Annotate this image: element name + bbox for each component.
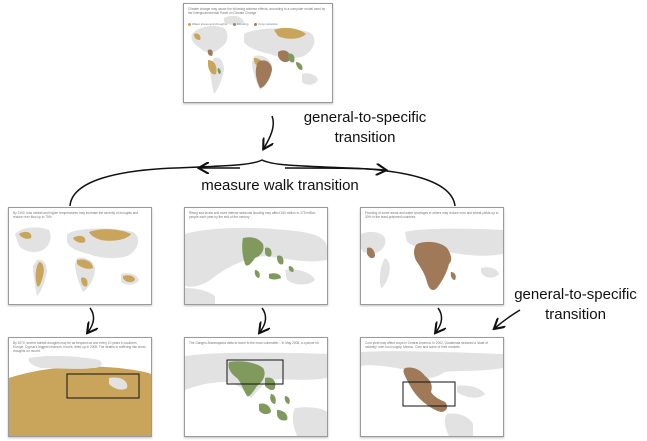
flooding-map	[185, 227, 327, 304]
legend-item-water-stress: Water stress and droughts	[188, 22, 227, 26]
top-transition-line-2: transition	[334, 129, 396, 146]
crops-panel: Flooding of some areas and water shortag…	[360, 207, 504, 305]
down-arrow-middle	[260, 307, 266, 332]
down-arrow-right	[436, 307, 442, 332]
top-transition-label: general-to-specific transition	[285, 108, 445, 148]
crops-map	[361, 228, 503, 290]
legend-item-crop-reduction: Crop reduction	[254, 22, 278, 26]
right-transition-line-1: general-to-specific	[514, 286, 637, 303]
brace-arrow-right	[284, 168, 385, 170]
flood-detail-map	[185, 352, 327, 436]
right-transition-line-2: transition	[545, 306, 606, 323]
flooding-panel: Rising sea levels and more intense seaso…	[184, 207, 328, 305]
top-arrow	[264, 115, 275, 148]
right-transition-label: general-to-specific transition	[504, 285, 647, 325]
droughts-caption: By 2100, less rainfall and higher temper…	[13, 211, 139, 219]
crop-detail-map	[361, 351, 503, 436]
overview-map	[191, 15, 318, 94]
drought-detail-focus-box	[66, 373, 140, 399]
down-arrow-left	[88, 307, 94, 332]
overview-legend: Water stress and droughts Flooding Crop …	[188, 22, 283, 26]
drought-detail-panel: By 2070, severe rainfall droughts may be…	[8, 337, 152, 437]
crop-detail-caption: Corn yield may affect crops in Central A…	[365, 341, 488, 349]
middle-transition-label: measure walk transition	[201, 177, 359, 194]
droughts-panel: By 2100, less rainfall and higher temper…	[8, 207, 152, 305]
drought-detail-caption: By 2070, severe rainfall droughts may be…	[13, 341, 146, 353]
legend-item-flooding: Flooding	[232, 22, 248, 26]
crop-detail-panel: Corn yield may affect crops in Central A…	[360, 337, 504, 437]
flood-detail-caption: The Ganges-Brahmaputra delta is home to …	[189, 341, 319, 345]
top-transition-line-1: general-to-specific	[303, 109, 427, 126]
crop-detail-focus-box	[402, 381, 456, 407]
crops-caption: Flooding of some areas and water shortag…	[365, 211, 499, 219]
right-incoming-arrow	[495, 309, 521, 328]
droughts-map	[15, 227, 139, 296]
flood-detail-panel: The Ganges-Brahmaputra delta is home to …	[184, 337, 328, 437]
overview-caption: Climate change may cause the following a…	[188, 7, 326, 15]
drought-detail-map	[9, 355, 151, 436]
brace	[69, 159, 456, 207]
flood-detail-focus-box	[226, 359, 284, 385]
overview-panel: Climate change may cause the following a…	[183, 3, 333, 103]
flooding-caption: Rising sea levels and more intense seaso…	[189, 211, 316, 219]
